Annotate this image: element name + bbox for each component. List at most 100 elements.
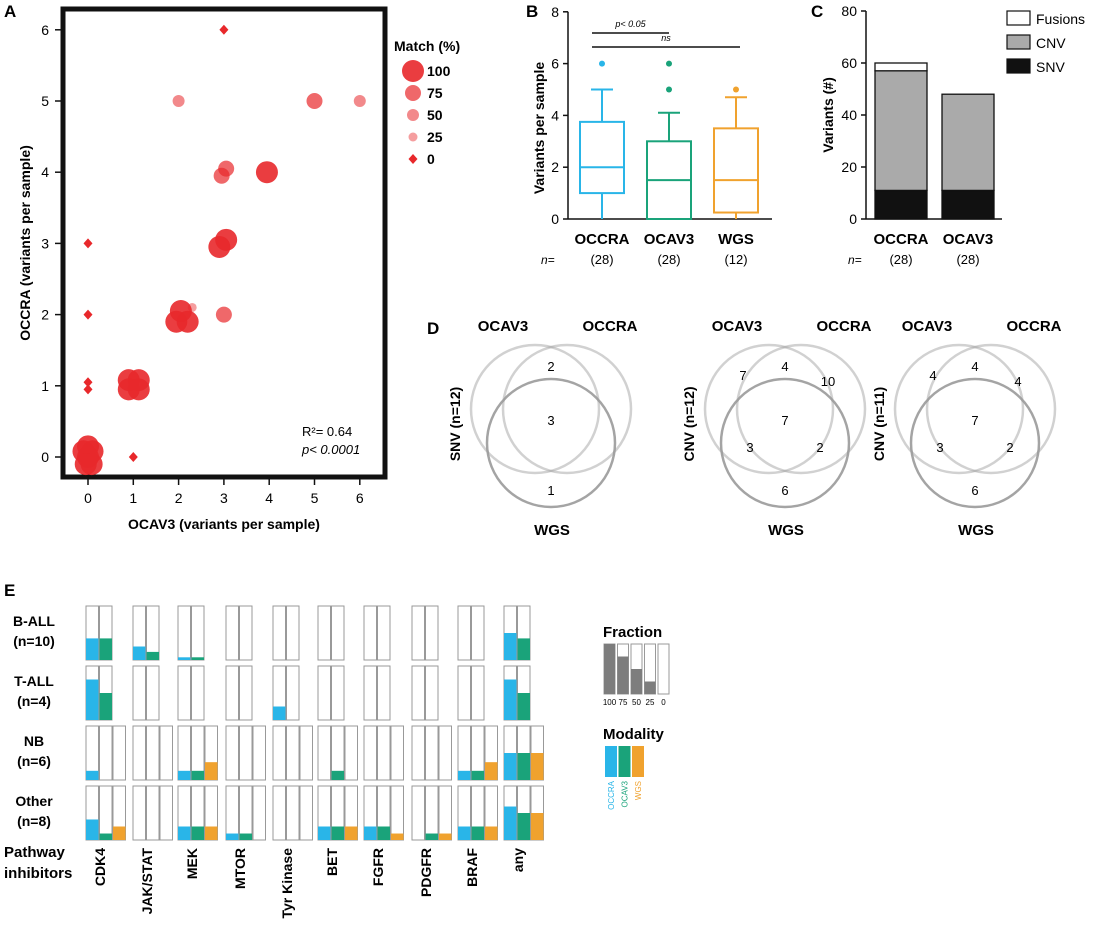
cell-frame (272, 725, 286, 781)
venn-count-ocav3-only: 4 (929, 368, 936, 383)
scatter-y-ticks: 0 1 2 3 4 5 6 (41, 22, 61, 465)
cell-bar (178, 826, 191, 840)
cell-bar (471, 770, 484, 780)
cell-frame (363, 725, 377, 781)
cell-frame (363, 605, 377, 661)
cell-bar (504, 633, 517, 660)
cell-bar (239, 833, 252, 840)
cell-bar (191, 770, 204, 780)
cell-frame (132, 785, 146, 841)
scatter-point (127, 378, 150, 401)
cell-bar (318, 826, 331, 840)
scatter-point (215, 306, 232, 323)
x-tick-label: 0 (84, 490, 92, 506)
row-footer-inhibitors: inhibitors (4, 865, 72, 882)
stacked-n-value: (28) (889, 252, 912, 267)
scatter-point (169, 300, 192, 323)
venn-diagram: OCAV3 OCCRA WGS CNV (n=11) 4 4 4 7 3 2 6 (871, 318, 1062, 539)
stacked-y-label: Variants (#) (820, 77, 836, 152)
venn-circle-occra (501, 343, 633, 475)
venn-set-label-wgs: WGS (534, 522, 570, 539)
pathway-label: MTOR (232, 848, 248, 889)
panel-a: A 0 1 2 3 4 5 6 0 1 2 3 4 5 6 OCAV3 (variants per sa… (4, 2, 460, 532)
cell-bar (458, 826, 471, 840)
x-tick-label: 3 (220, 490, 228, 506)
pathway-label: Tyr Kinase (279, 848, 295, 919)
venn-circle-wgs (909, 377, 1041, 509)
y-tick-label: 40 (841, 107, 857, 123)
box-category-label: WGS (718, 231, 754, 248)
fraction-legend: Fraction 100 75 50 25 0 (603, 624, 670, 707)
venn-set-label-wgs: WGS (958, 522, 994, 539)
panel-e: E B-ALL (n=10) T-ALL (n=4) NB (n=6) Other (n=8)… (4, 581, 670, 919)
cell-bar (485, 762, 498, 780)
panel-label-a: A (4, 2, 16, 21)
cell-frame (239, 605, 253, 661)
cell-bar (364, 826, 377, 840)
cell-frame (331, 665, 345, 721)
row-count: (n=6) (17, 753, 51, 769)
legend-swatch-snv (1006, 58, 1031, 74)
stacked-bar-segment (874, 70, 928, 192)
cell-frame (344, 725, 358, 781)
y-tick-label: 5 (41, 93, 49, 109)
cell-frame (425, 785, 439, 841)
y-tick-label: 2 (41, 307, 49, 323)
modality-legend-bars: OCCRA OCAV3 WGS (605, 746, 644, 810)
cell-frame (191, 605, 205, 661)
pathway-label: JAK/STAT (139, 848, 155, 915)
scatter-point-diamond (219, 24, 229, 35)
cell-bar (205, 826, 218, 840)
cell-bar (191, 657, 204, 660)
scatter-r2-annotation: R²= 0.64 (302, 424, 352, 439)
box-outlier (599, 60, 605, 67)
cell-frame (286, 605, 300, 661)
scatter-y-label: OCCRA (variants per sample) (17, 145, 33, 341)
legend-marker (408, 132, 418, 142)
row-label: Other (15, 793, 53, 809)
row-footer-pathway: Pathway (4, 844, 66, 861)
venn-count-occra-only: 10 (821, 374, 835, 389)
cell-bar (86, 679, 99, 720)
cell-frame (457, 605, 471, 661)
cell-bar (178, 657, 191, 660)
x-tick-label: 1 (129, 490, 137, 506)
cell-frame (191, 665, 205, 721)
modality-legend-swatch (632, 746, 644, 777)
cell-frame (159, 725, 173, 781)
x-tick-label: 6 (356, 490, 364, 506)
cell-bar (517, 753, 530, 780)
panel-b: B Variants per sample 0 2 4 6 8 OCCRA (28) OCAV… (526, 2, 772, 267)
cell-bar (86, 638, 99, 660)
y-tick-label: 0 (41, 449, 49, 465)
scatter-point-diamond (128, 452, 138, 462)
stacked-bar-segment (874, 189, 928, 220)
x-tick-label: 4 (265, 490, 273, 506)
pathway-label: BRAF (464, 848, 480, 887)
legend-label-cnv: CNV (1036, 35, 1066, 51)
legend-marker (402, 60, 424, 82)
cell-frame (438, 785, 452, 841)
scatter-point-diamond (83, 384, 93, 395)
cell-bar (458, 770, 471, 780)
venn-set-label-occra: OCCRA (817, 318, 872, 335)
stacked-category-label: OCAV3 (943, 231, 994, 248)
box-category-label: OCCRA (575, 231, 630, 248)
stacked-n-label: n= (848, 253, 862, 267)
significance-label: ns (661, 33, 671, 43)
legend-marker (407, 109, 419, 121)
pathway-label: BET (324, 848, 340, 876)
venn-circle-wgs (719, 377, 851, 509)
fraction-legend-bar (617, 656, 629, 694)
y-tick-label: 8 (551, 4, 559, 20)
scatter-point (77, 435, 99, 458)
cell-bar (391, 833, 404, 840)
cell-frame (132, 725, 146, 781)
y-tick-label: 4 (551, 107, 559, 123)
scatter-point (255, 161, 278, 184)
cell-frame (225, 785, 239, 841)
venn-diagrams: OCAV3 OCCRA WGS SNV (n=12) 2 3 1 OCAV3 OCCRA WGS C… (447, 318, 1062, 539)
y-tick-label: 0 (849, 211, 857, 227)
significance-label: p< 0.05 (614, 19, 646, 29)
